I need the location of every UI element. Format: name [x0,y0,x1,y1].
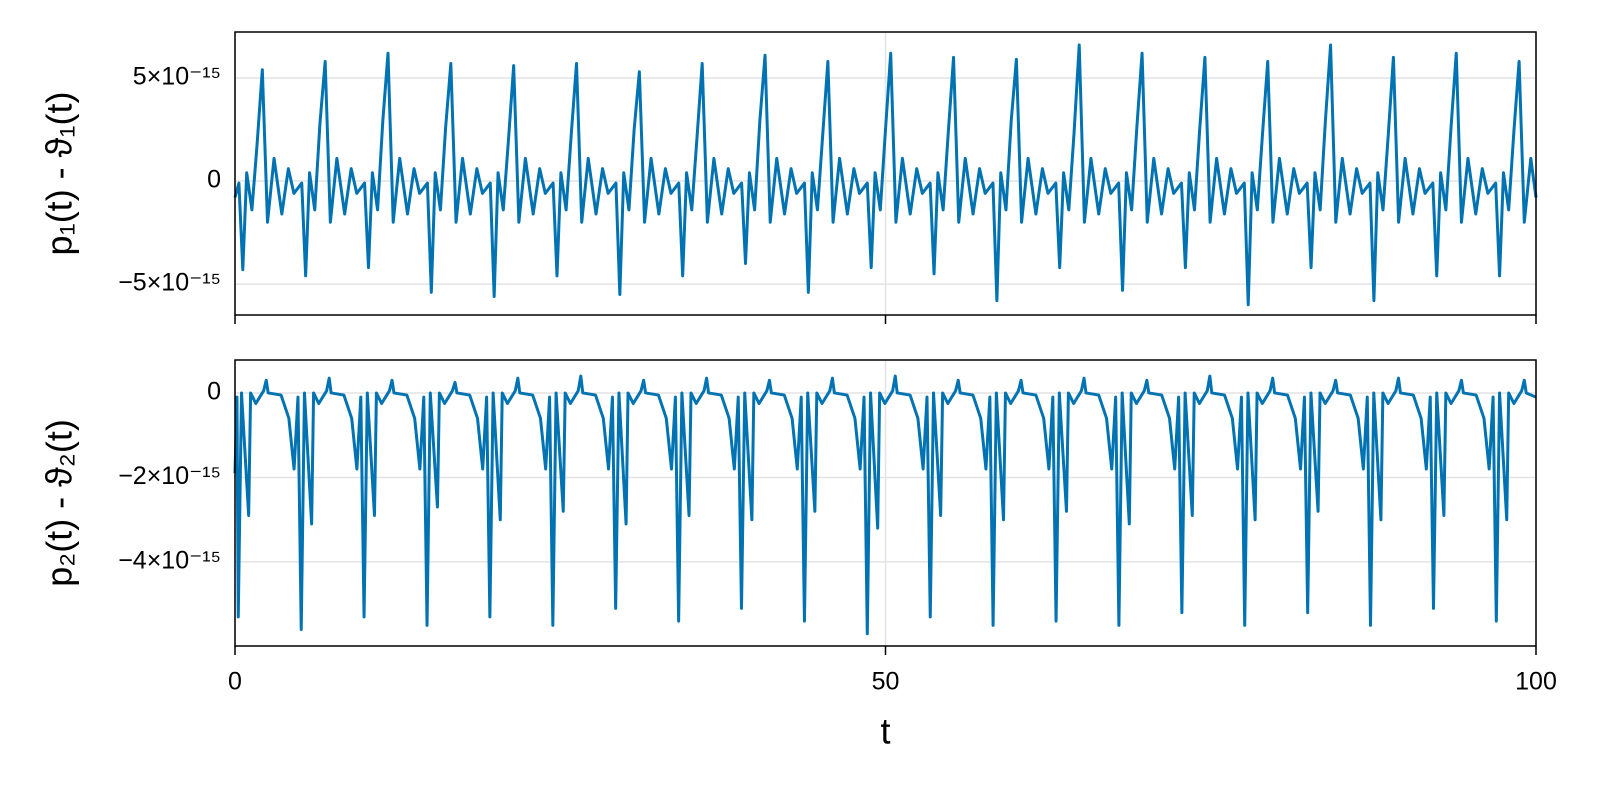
data-line [233,43,1538,307]
y-tick-label: −4×10⁻¹⁵ [118,547,221,575]
x-axis-label: t [880,711,890,752]
y-tick-label: 0 [207,166,221,194]
y-tick-label: −5×10⁻¹⁵ [118,269,221,297]
x-tick-label: 0 [228,668,242,696]
y-axis-label: p₂(t) - ϑ₂(t) [39,419,80,587]
data-line [233,374,1537,636]
y-axis-label: p₁(t) - ϑ₁(t) [39,92,80,256]
plot-frame [234,359,1537,647]
x-tick-label: 100 [1515,668,1557,696]
y-tick-label: −2×10⁻¹⁵ [118,462,221,490]
y-tick-label: 5×10⁻¹⁵ [133,63,221,91]
x-tick-label: 50 [872,668,900,696]
plot-frame [234,31,1537,316]
y-tick-label: 0 [207,378,221,406]
